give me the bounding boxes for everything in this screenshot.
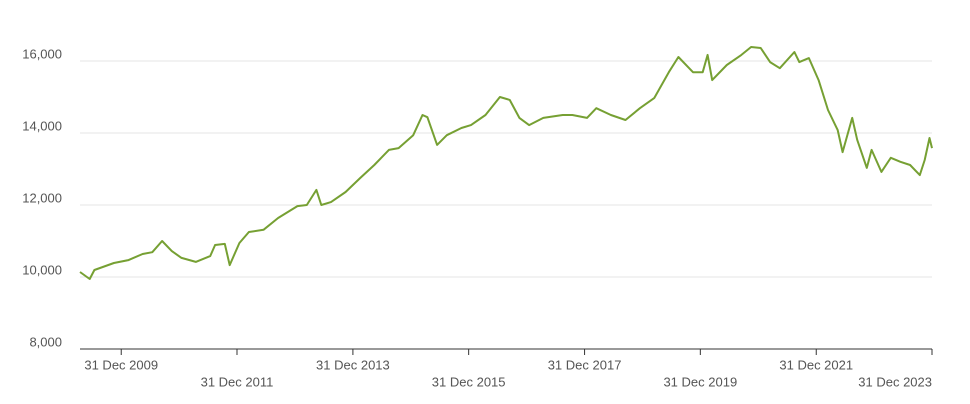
x-tick-label: 31 Dec 2017 [548,357,622,372]
y-tick-label: 16,000 [22,46,62,61]
x-tick-label: 31 Dec 2015 [432,374,506,389]
y-tick-label: 14,000 [22,118,62,133]
line [79,46,933,280]
y-tick-label: 10,000 [22,262,62,277]
x-tick-label: 31 Dec 2019 [663,374,737,389]
y-tick-label: 8,000 [29,334,62,349]
x-tick-label: 31 Dec 2013 [316,357,390,372]
y-tick-label: 12,000 [22,190,62,205]
x-tick-label: 31 Dec 2021 [779,357,853,372]
x-tick-label: 31 Dec 2023 [858,374,932,389]
x-tick-label: 31 Dec 2009 [84,357,158,372]
x-tick-label: 31 Dec 2011 [201,374,274,389]
